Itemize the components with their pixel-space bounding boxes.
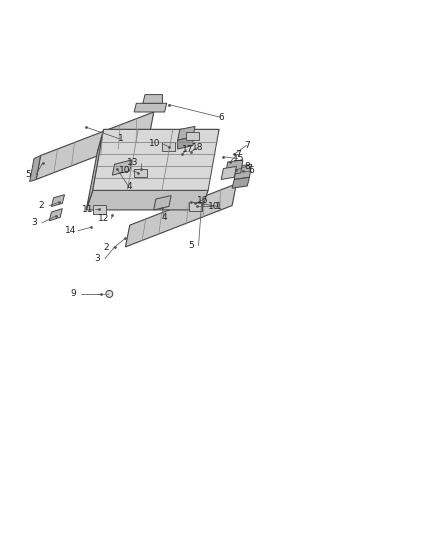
Polygon shape <box>178 137 193 149</box>
Text: 3: 3 <box>31 219 37 228</box>
Text: 6: 6 <box>218 112 224 122</box>
Polygon shape <box>134 103 167 112</box>
Text: 1: 1 <box>216 202 222 211</box>
Text: 18: 18 <box>192 143 204 152</box>
Polygon shape <box>221 166 237 180</box>
FancyBboxPatch shape <box>93 205 106 214</box>
Polygon shape <box>178 126 195 140</box>
Polygon shape <box>93 130 219 190</box>
Polygon shape <box>232 177 250 188</box>
Text: 16: 16 <box>197 196 208 205</box>
Polygon shape <box>97 130 219 154</box>
Text: 2: 2 <box>103 243 109 252</box>
FancyBboxPatch shape <box>134 168 147 177</box>
Text: 12: 12 <box>98 214 110 223</box>
Polygon shape <box>154 196 171 210</box>
Text: 4: 4 <box>127 182 133 191</box>
FancyBboxPatch shape <box>188 202 201 211</box>
Text: 9: 9 <box>71 289 76 298</box>
Text: 2: 2 <box>39 201 44 210</box>
Polygon shape <box>51 195 64 206</box>
Polygon shape <box>143 94 162 103</box>
Polygon shape <box>30 156 41 182</box>
Polygon shape <box>49 208 62 221</box>
Polygon shape <box>86 130 104 210</box>
Text: 6: 6 <box>249 166 254 175</box>
Polygon shape <box>226 160 243 175</box>
Text: 5: 5 <box>188 241 194 250</box>
FancyBboxPatch shape <box>162 142 176 151</box>
Text: 14: 14 <box>64 227 76 235</box>
Text: 13: 13 <box>127 158 138 167</box>
Text: 17: 17 <box>182 146 194 155</box>
Text: 3: 3 <box>94 254 100 263</box>
Text: 10: 10 <box>208 202 219 211</box>
Polygon shape <box>234 164 252 180</box>
FancyBboxPatch shape <box>186 132 199 140</box>
Text: 7: 7 <box>244 141 250 150</box>
Text: 7: 7 <box>236 150 241 159</box>
Text: 8: 8 <box>244 162 250 171</box>
Text: 11: 11 <box>82 205 93 214</box>
Text: 10: 10 <box>119 166 131 175</box>
Text: 5: 5 <box>25 169 31 179</box>
Circle shape <box>106 290 113 297</box>
Text: 15: 15 <box>233 154 244 163</box>
Polygon shape <box>36 112 154 180</box>
Polygon shape <box>113 160 132 175</box>
Polygon shape <box>125 184 237 247</box>
Polygon shape <box>86 190 208 210</box>
Text: 10: 10 <box>149 139 160 148</box>
Text: 4: 4 <box>162 213 167 222</box>
Text: 1: 1 <box>118 134 124 143</box>
